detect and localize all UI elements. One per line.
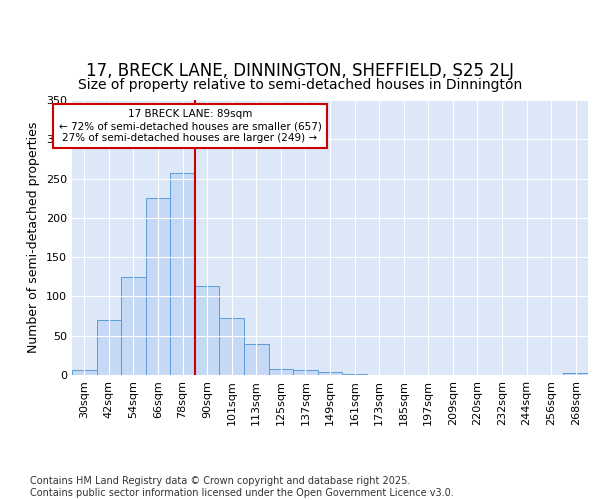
Bar bbox=[293, 370, 318, 375]
Text: Size of property relative to semi-detached houses in Dinnington: Size of property relative to semi-detach… bbox=[78, 78, 522, 92]
Bar bbox=[170, 173, 195, 375]
Text: 17, BRECK LANE, DINNINGTON, SHEFFIELD, S25 2LJ: 17, BRECK LANE, DINNINGTON, SHEFFIELD, S… bbox=[86, 62, 514, 80]
Text: 17 BRECK LANE: 89sqm
← 72% of semi-detached houses are smaller (657)
27% of semi: 17 BRECK LANE: 89sqm ← 72% of semi-detac… bbox=[59, 110, 322, 142]
Bar bbox=[244, 344, 269, 375]
Bar bbox=[121, 277, 146, 375]
Bar bbox=[72, 370, 97, 375]
Bar bbox=[318, 372, 342, 375]
Bar bbox=[146, 198, 170, 375]
Bar bbox=[220, 318, 244, 375]
Bar bbox=[342, 374, 367, 375]
Bar bbox=[97, 320, 121, 375]
Bar bbox=[563, 374, 588, 375]
Bar bbox=[195, 286, 220, 375]
Text: Contains HM Land Registry data © Crown copyright and database right 2025.
Contai: Contains HM Land Registry data © Crown c… bbox=[30, 476, 454, 498]
Y-axis label: Number of semi-detached properties: Number of semi-detached properties bbox=[28, 122, 40, 353]
Bar bbox=[269, 368, 293, 375]
